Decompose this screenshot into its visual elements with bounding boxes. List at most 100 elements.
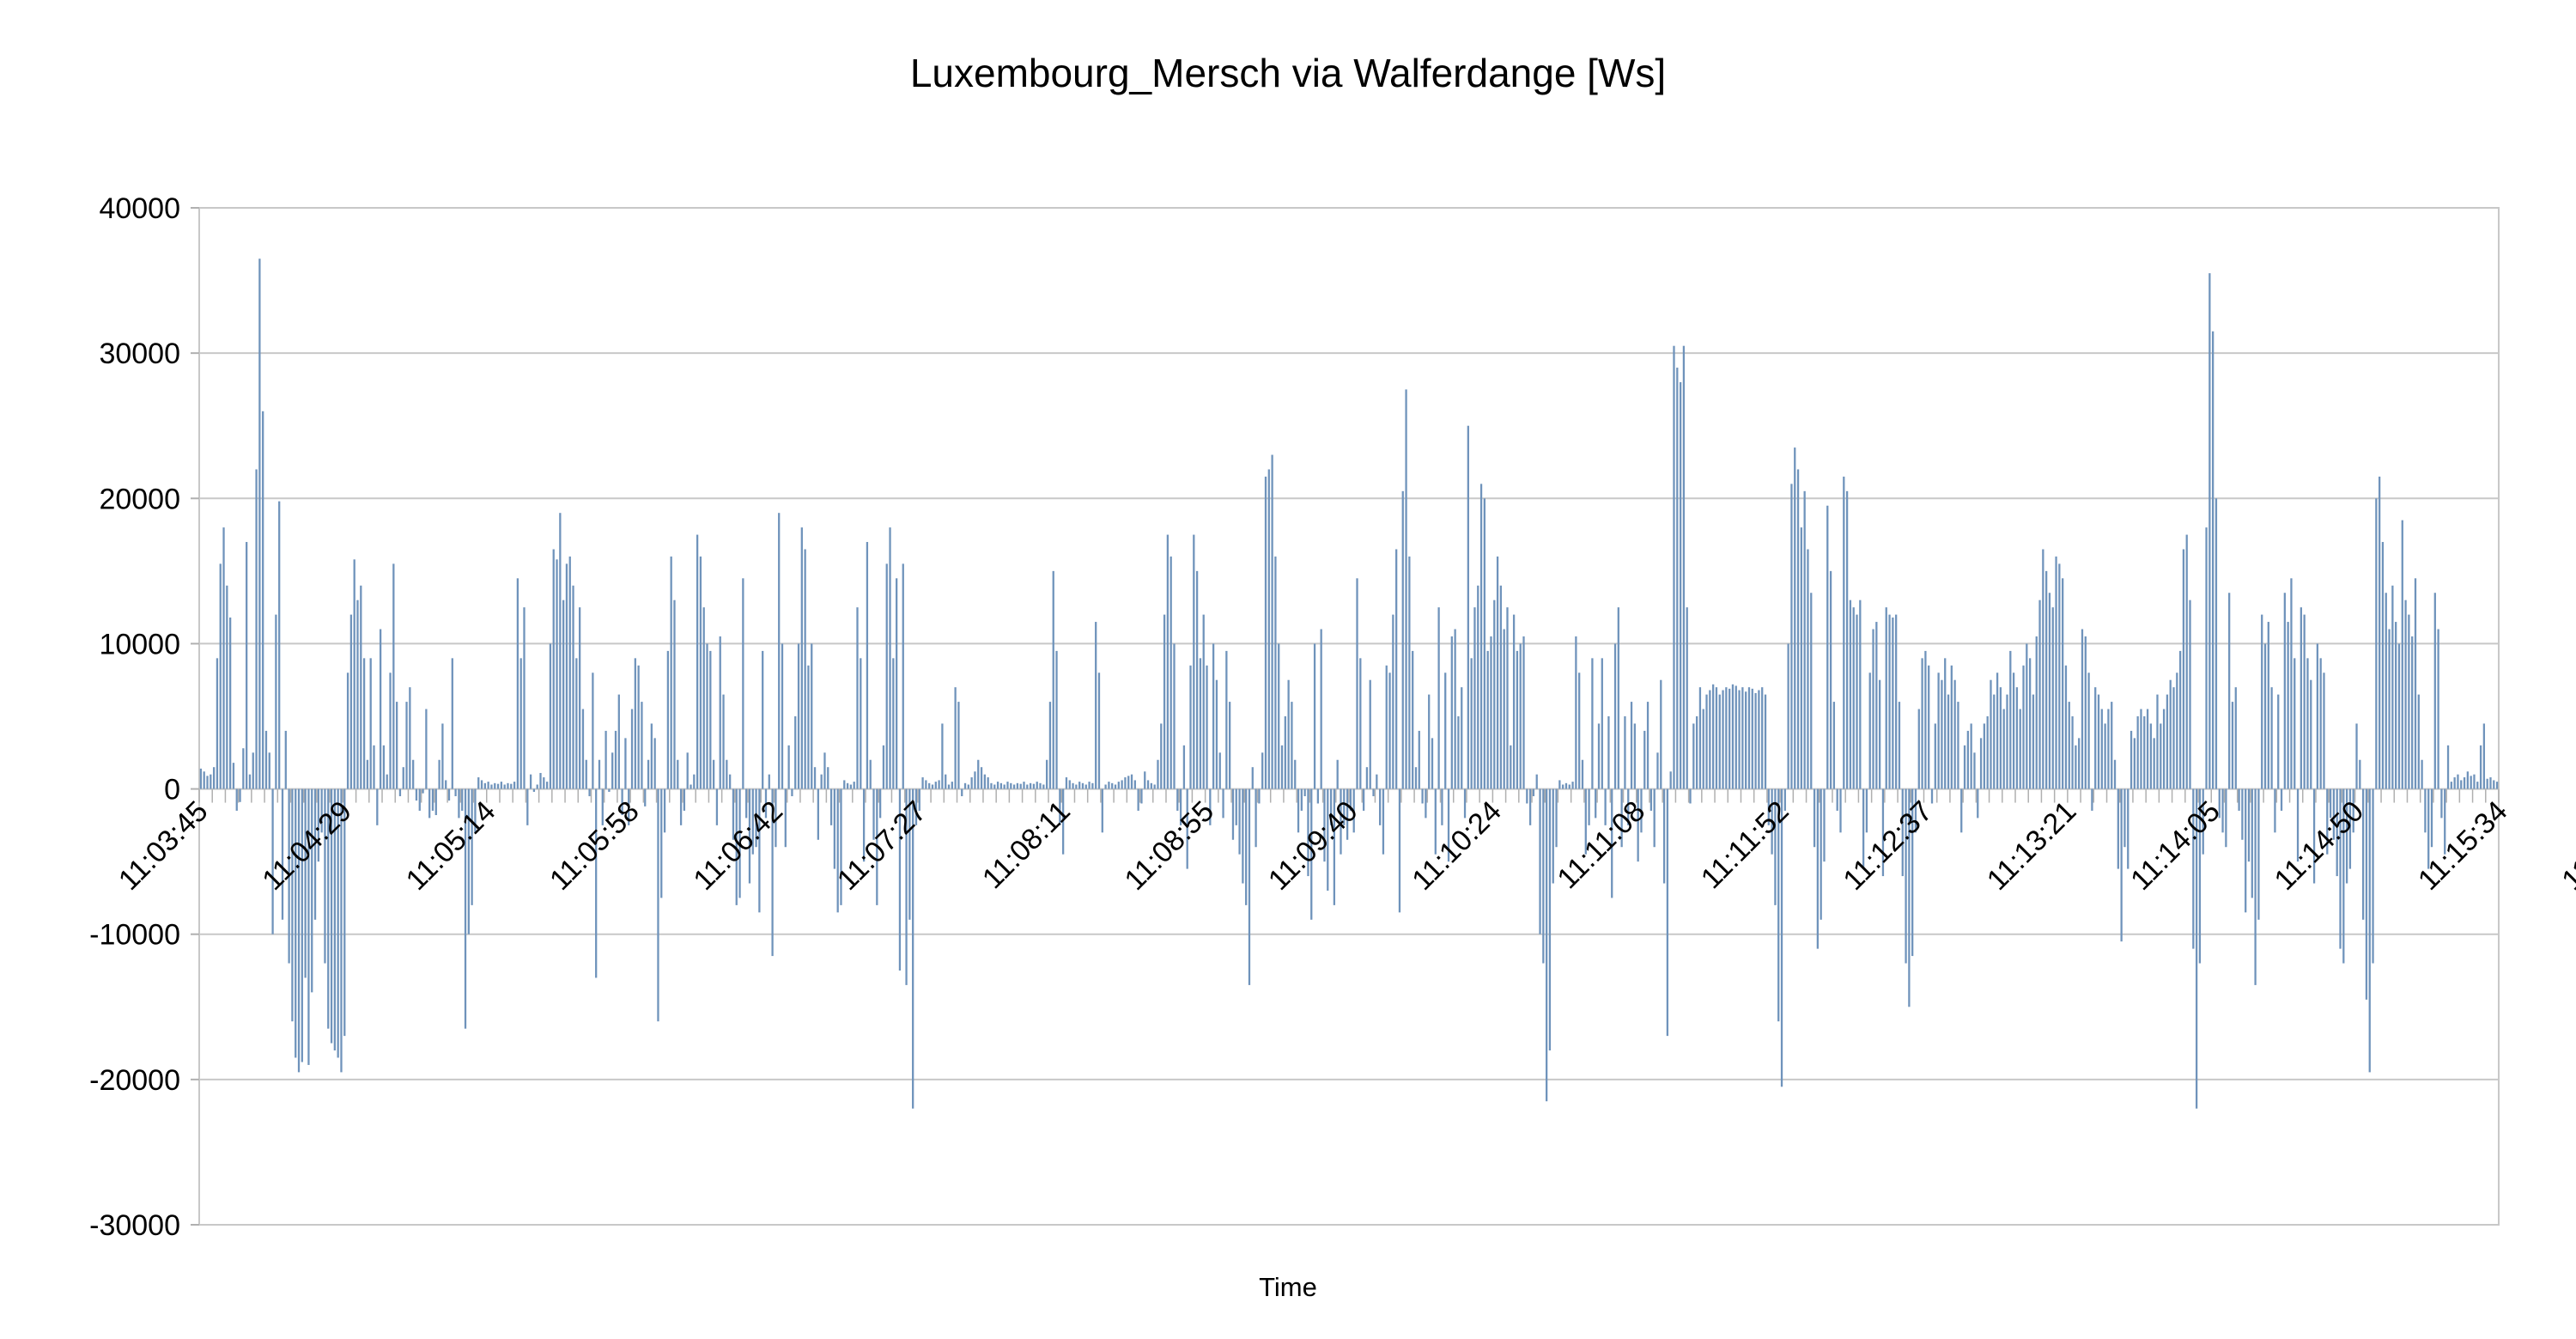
bar — [295, 788, 297, 1058]
bar — [2153, 738, 2155, 789]
bar — [418, 788, 421, 811]
bar — [1382, 788, 1385, 855]
bar — [921, 777, 924, 789]
bar — [811, 643, 813, 789]
bar — [2368, 788, 2371, 1073]
bar — [2339, 788, 2342, 949]
bar — [1486, 650, 1489, 789]
bar — [1333, 788, 1336, 905]
bar — [246, 542, 248, 789]
bar — [2381, 542, 2385, 789]
bar — [2107, 709, 2110, 789]
bar — [719, 636, 721, 789]
bar — [977, 759, 980, 789]
bar — [543, 777, 545, 789]
bar — [908, 788, 911, 920]
bar — [1548, 788, 1552, 1051]
axis-layer — [198, 788, 2500, 803]
bar — [1042, 784, 1045, 789]
bar — [729, 774, 732, 789]
bar — [1999, 687, 2002, 789]
bar — [1003, 784, 1005, 789]
bar — [1862, 788, 1865, 869]
bar — [630, 709, 634, 789]
bar — [1340, 788, 1342, 855]
bar — [1127, 776, 1130, 789]
bar — [1425, 788, 1427, 819]
bar — [1790, 484, 1793, 789]
bar — [2440, 788, 2443, 819]
bar — [441, 723, 444, 789]
bar — [1461, 687, 1463, 789]
bar — [477, 777, 480, 789]
bar — [1255, 788, 1257, 848]
bar — [889, 527, 891, 789]
bar — [2375, 498, 2378, 789]
bar — [1294, 759, 1297, 789]
bar — [490, 784, 493, 789]
bar — [539, 772, 542, 789]
bar — [379, 629, 382, 789]
bar — [362, 658, 366, 789]
bar — [1137, 788, 1139, 811]
bar — [738, 788, 741, 898]
bar — [817, 788, 819, 840]
bar — [592, 673, 594, 789]
bar — [366, 759, 369, 789]
bar — [412, 759, 415, 789]
bar — [934, 782, 937, 789]
bar — [2019, 709, 2021, 789]
bar — [1032, 783, 1036, 789]
bar — [663, 788, 666, 833]
bar — [1751, 688, 1753, 789]
bar — [726, 759, 728, 789]
bar — [1359, 658, 1362, 789]
bar — [797, 643, 800, 789]
bar — [963, 782, 967, 789]
bar — [1764, 694, 1767, 789]
bar — [1555, 788, 1558, 848]
bar — [1303, 788, 1306, 797]
bar — [1947, 694, 1950, 789]
bar — [1617, 607, 1619, 789]
bar — [1535, 774, 1538, 789]
bar — [1941, 679, 1943, 789]
bar — [1477, 585, 1479, 789]
bar — [1506, 607, 1509, 789]
bar — [1564, 782, 1568, 789]
bar — [2329, 788, 2332, 819]
bar — [382, 745, 386, 789]
bar — [2205, 527, 2208, 789]
y-tick-label: 10000 — [99, 628, 180, 660]
bar — [2006, 694, 2008, 789]
y-tick-label: -20000 — [89, 1064, 180, 1097]
chart-title: Luxembourg_Mersch via Walferdange [Ws] — [910, 51, 1666, 95]
bar — [304, 788, 307, 978]
bar — [2385, 593, 2387, 789]
bar — [313, 788, 317, 920]
bar — [791, 788, 793, 797]
bar — [1349, 788, 1352, 811]
bar — [1104, 784, 1107, 789]
bar — [1470, 658, 1473, 789]
bar — [2348, 788, 2352, 869]
bar — [507, 782, 509, 789]
bar — [696, 534, 699, 789]
bar — [1979, 738, 1983, 789]
bar — [2296, 788, 2300, 862]
bar — [849, 784, 853, 789]
bar — [941, 723, 944, 789]
bar — [1036, 782, 1038, 789]
bar — [1091, 782, 1094, 789]
bar — [2466, 771, 2469, 789]
bar — [1695, 716, 1698, 789]
bar — [1807, 549, 1809, 789]
bar — [2261, 614, 2263, 789]
bar — [451, 658, 453, 789]
bar — [1193, 534, 1195, 789]
bar — [1908, 788, 1911, 1007]
bar — [2450, 782, 2452, 789]
bar — [1859, 600, 1862, 789]
bar — [1803, 490, 1806, 789]
bar — [1682, 345, 1686, 789]
